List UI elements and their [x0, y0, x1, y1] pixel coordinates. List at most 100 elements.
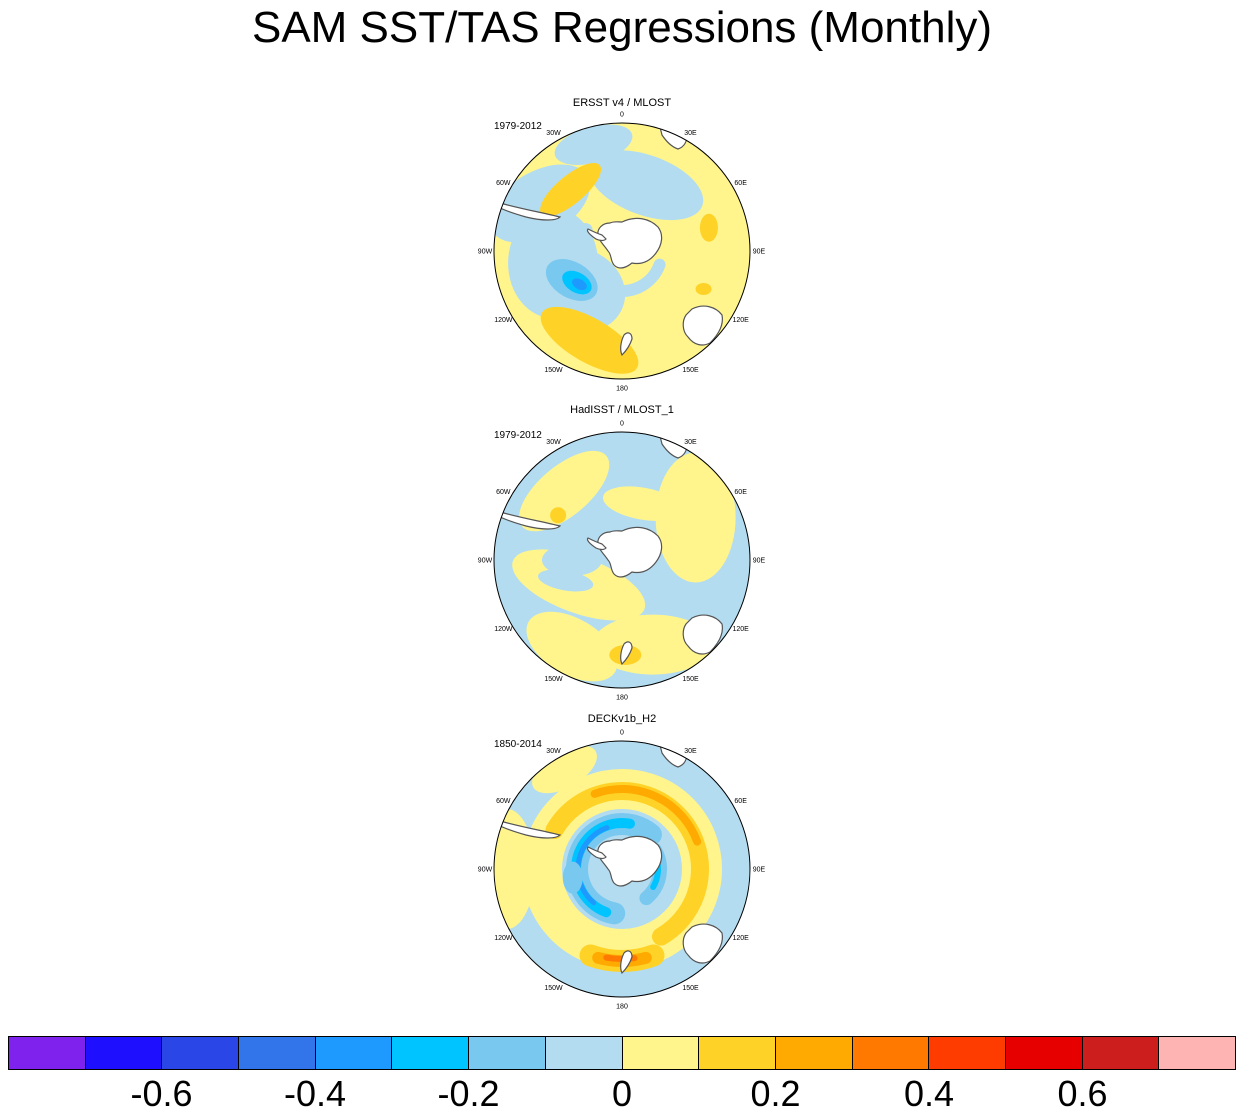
anomaly-region: [550, 507, 567, 524]
field-layer: [494, 432, 750, 688]
longitude-label: 120W: [494, 317, 513, 324]
anomaly-region: [572, 278, 587, 291]
colorbar: [8, 1036, 1236, 1070]
longitude-label: 0: [620, 112, 624, 119]
colorbar-tick-label: 0.6: [1057, 1073, 1108, 1114]
longitude-label: 30E: [684, 748, 697, 755]
panel-title: HadISST / MLOST_1: [570, 404, 674, 416]
anomaly-band: [590, 785, 702, 846]
longitude-label: 90E: [753, 867, 766, 874]
field-layer: [494, 123, 750, 379]
longitude-label: 60W: [496, 489, 511, 496]
anomaly-region: [562, 861, 583, 894]
colorbar-swatch: [622, 1037, 700, 1069]
longitude-label: 30E: [684, 439, 697, 446]
south-america-landmass: [497, 511, 562, 530]
longitude-label: 90W: [478, 867, 493, 874]
panel-period: 1979-2012: [494, 121, 542, 132]
anomaly-region: [540, 306, 639, 374]
new-zealand-landmass: [620, 950, 633, 975]
longitude-label: 90E: [753, 558, 766, 565]
longitude-label: 90W: [478, 558, 493, 565]
anomaly-region: [699, 213, 718, 242]
colorbar-swatch: [162, 1037, 240, 1069]
colorbar-swatch: [239, 1037, 316, 1069]
longitude-label: 150W: [544, 676, 563, 683]
longitude-label: 120E: [732, 317, 749, 324]
anomaly-band: [575, 825, 610, 906]
colorbar-swatch: [699, 1037, 776, 1069]
longitude-label: 30W: [546, 130, 561, 137]
antarctic-peninsula: [586, 846, 607, 860]
anomaly-region: [655, 452, 736, 583]
colorbar-tick-label: -0.6: [130, 1073, 193, 1114]
new-zealand-landmass: [620, 332, 633, 357]
panel-period: 1850-2014: [494, 739, 542, 750]
longitude-label: 180: [616, 386, 628, 393]
anomaly-region: [540, 163, 602, 217]
colorbar-swatch: [852, 1037, 930, 1069]
antarctica-landmass: [597, 835, 663, 887]
anomaly-band: [602, 258, 666, 297]
australia-landmass: [682, 614, 723, 655]
anomaly-region: [695, 283, 712, 296]
panel-title: DECKv1b_H2: [587, 713, 657, 725]
colorbar-swatch: [929, 1037, 1006, 1069]
longitude-label: 30W: [546, 748, 561, 755]
colorbar-swatch: [9, 1037, 86, 1069]
map-panel-2: HadISST / MLOST_1 1979-2012 0 30E 60E 90E 12…: [472, 404, 772, 704]
longitude-label: 90E: [753, 249, 766, 256]
south-america-landmass: [497, 202, 562, 221]
colorbar-labels: -0.6 -0.4 -0.2 0 0.2 0.4 0.6: [8, 1072, 1236, 1116]
anomaly-region: [526, 611, 618, 682]
colorbar-swatch: [1082, 1037, 1160, 1069]
anomaly-region: [542, 544, 602, 576]
map-boundary: [493, 122, 751, 380]
antarctica-landmass: [597, 217, 663, 269]
colorbar-swatch: [469, 1037, 546, 1069]
polar-map: 0 30E 60E 90E 120E 150E 180 150W 120W 90W 60W 30W: [478, 421, 766, 702]
longitude-label: 120E: [732, 626, 749, 633]
antarctica-landmass: [597, 526, 663, 578]
map-panel-1: ERSST v4 / MLOST 1979-2012 0 30E 60E 90E 120…: [472, 95, 772, 395]
anomaly-region: [588, 150, 704, 221]
antarctic-peninsula: [586, 537, 607, 551]
colorbar-tick-label: 0.4: [903, 1073, 955, 1114]
panel-title: ERSST v4 / MLOST: [572, 97, 672, 109]
map-panel-3: DECKv1b_H2 1850-2014 0 30E 60E 90E 120E 150E 1…: [472, 713, 772, 1013]
longitude-label: 180: [616, 1004, 628, 1011]
polar-map: 0 30E 60E 90E 120E 150E 180 150W 120W 90W 60W 30W: [478, 112, 766, 393]
antarctic-peninsula: [586, 228, 607, 242]
longitude-label: 90W: [478, 249, 493, 256]
australia-landmass: [682, 305, 723, 346]
anomaly-region: [494, 809, 535, 929]
colorbar-tick-label: 0.2: [750, 1073, 801, 1114]
longitude-label: 60W: [496, 798, 511, 805]
longitude-label: 150E: [682, 676, 699, 683]
colorbar-swatch: [392, 1037, 470, 1069]
longitude-label: 30E: [684, 130, 697, 137]
anomaly-region: [603, 486, 683, 521]
colorbar-tick-label: -0.2: [437, 1073, 500, 1114]
longitude-label: 60W: [496, 180, 511, 187]
map-boundary: [493, 740, 751, 998]
map-boundary: [493, 431, 751, 689]
longitude-label: 0: [620, 421, 624, 428]
figure-title: SAM SST/TAS Regressions (Monthly): [251, 3, 993, 52]
longitude-label: 60E: [734, 798, 747, 805]
longitude-label: 0: [620, 730, 624, 737]
south-america-landmass: [497, 820, 562, 839]
colorbar-swatch: [85, 1037, 163, 1069]
anomaly-region: [554, 124, 633, 165]
colorbar-swatch: [775, 1037, 853, 1069]
field-layer: [494, 741, 750, 997]
australia-landmass: [682, 923, 723, 964]
longitude-label: 120W: [494, 626, 513, 633]
new-zealand-landmass: [620, 641, 633, 666]
colorbar-swatch: [545, 1037, 623, 1069]
longitude-label: 30W: [546, 439, 561, 446]
colorbar-swatch: [1159, 1037, 1235, 1069]
longitude-label: 180: [616, 695, 628, 702]
longitude-label: 150W: [544, 985, 563, 992]
longitude-label: 150E: [682, 367, 699, 374]
